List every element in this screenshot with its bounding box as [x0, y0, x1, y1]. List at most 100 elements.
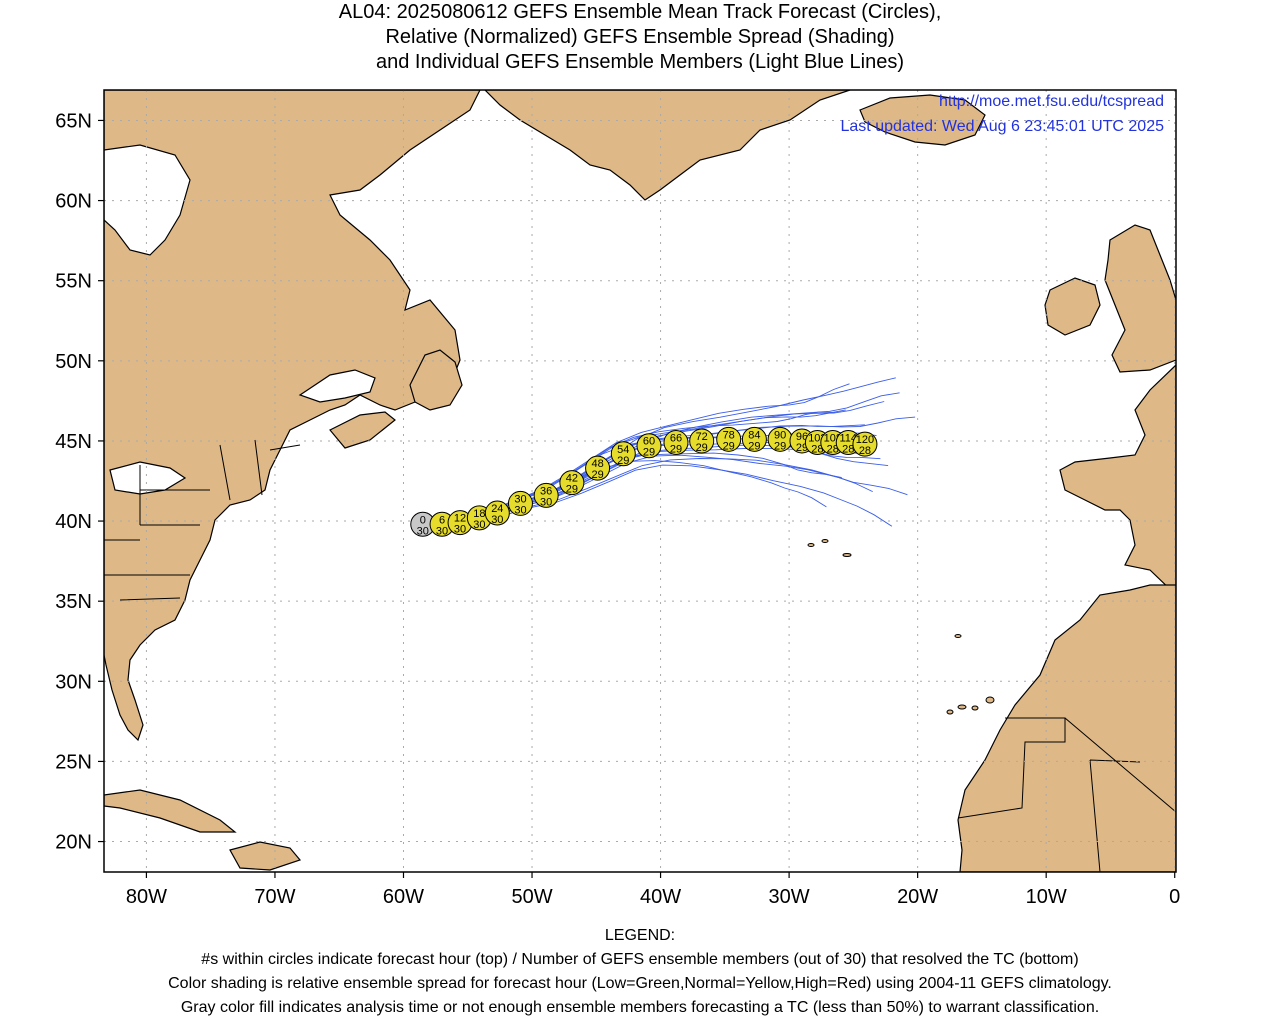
- africa-borders: [957, 717, 1176, 872]
- latitude-axis: 65N 60N 55N 50N 45N 40N 35N 30N 25N 20N: [55, 110, 104, 854]
- member-count-label: 29: [643, 447, 655, 459]
- member-count-label: 29: [696, 442, 708, 454]
- great-lakes: [109, 461, 187, 495]
- forecast-hour-label: 24: [491, 503, 503, 515]
- member-count-label: 29: [591, 469, 603, 481]
- forecast-hour-label: 36: [540, 485, 552, 497]
- track-circle: [852, 431, 878, 457]
- forecast-hour-label: 42: [566, 473, 578, 485]
- us-state-borders: [104, 439, 301, 601]
- lon-tick-label: 70W: [254, 886, 295, 908]
- member-count-label: 29: [617, 455, 629, 467]
- legend-block: LEGEND: #s within circles indicate forec…: [0, 924, 1280, 1020]
- member-count-label: 29: [748, 440, 760, 452]
- title-line-2: Relative (Normalized) GEFS Ensemble Spre…: [385, 26, 895, 48]
- member-count-label: 30: [436, 525, 448, 537]
- lon-tick-label: 0: [1169, 886, 1180, 908]
- member-count-label: 30: [491, 514, 503, 526]
- forecast-hour-label: 48: [591, 458, 603, 470]
- forecast-hour-label: 0: [420, 514, 426, 526]
- st-lawrence-gulf: [298, 369, 376, 403]
- newfoundland-land: [409, 349, 463, 411]
- lat-tick-label: 50N: [55, 351, 92, 373]
- cuba-land: [104, 789, 237, 833]
- forecast-hour-label: 66: [670, 433, 682, 445]
- legend-heading: LEGEND:: [604, 927, 676, 944]
- lat-tick-label: 60N: [55, 191, 92, 213]
- member-count-label: 28: [859, 445, 871, 457]
- member-count-label: 29: [670, 444, 682, 456]
- lat-tick-label: 35N: [55, 591, 92, 613]
- lat-tick-label: 65N: [55, 110, 92, 132]
- lon-tick-label: 80W: [126, 886, 167, 908]
- nova-scotia-land: [329, 411, 396, 449]
- track-circle: [559, 470, 585, 496]
- legend-line-1: #s within circles indicate forecast hour…: [201, 951, 1079, 968]
- forecast-hour-label: 114: [839, 433, 857, 445]
- forecast-hour-label: 120: [856, 434, 874, 446]
- member-count-label: 29: [774, 440, 786, 452]
- lon-tick-label: 30W: [769, 886, 810, 908]
- track-circle: [663, 430, 689, 456]
- forecast-hour-label: 90: [774, 429, 786, 441]
- hudson-bay: [104, 144, 191, 256]
- lat-tick-label: 25N: [55, 751, 92, 773]
- track-circle: [741, 426, 767, 452]
- forecast-hour-label: 72: [696, 431, 708, 443]
- land-layer: [104, 90, 1176, 872]
- track-circle: [507, 490, 533, 516]
- member-count-label: 30: [540, 496, 552, 508]
- lat-tick-label: 55N: [55, 271, 92, 293]
- title-line-1: AL04: 2025080612 GEFS Ensemble Mean Trac…: [338, 1, 942, 23]
- greenland-land: [484, 90, 851, 201]
- lat-tick-label: 45N: [55, 431, 92, 453]
- iberia-land: [1059, 364, 1176, 596]
- track-circle: [484, 500, 510, 526]
- legend-line-2: Color shading is relative ensemble sprea…: [168, 975, 1112, 992]
- longitude-axis: 80W 70W 60W 50W 40W 30W 20W 10W 0: [126, 872, 1180, 908]
- forecast-hour-label: 6: [439, 514, 445, 526]
- azores-islands: [807, 539, 962, 638]
- mean-track-circles: 0306301230183024303030363042294829542960…: [410, 426, 878, 537]
- member-count-label: 30: [417, 525, 429, 537]
- legend-line-3: Gray color fill indicates analysis time …: [180, 999, 1100, 1016]
- member-count-label: 30: [514, 504, 526, 516]
- title-block: AL04: 2025080612 GEFS Ensemble Mean Trac…: [0, 0, 1280, 75]
- member-count-label: 29: [796, 442, 808, 454]
- title-line-3: and Individual GEFS Ensemble Members (Li…: [375, 51, 905, 73]
- forecast-hour-label: 78: [723, 429, 735, 441]
- member-count-label: 28: [842, 444, 854, 456]
- canary-islands: [946, 696, 995, 715]
- member-count-label: 30: [473, 519, 485, 531]
- track-circle: [533, 482, 559, 508]
- forecast-hour-label: 60: [643, 436, 655, 448]
- great-britain-land: [1104, 224, 1176, 373]
- track-circle: [610, 441, 636, 467]
- last-updated-text: Last updated: Wed Aug 6 23:45:01 UTC 202…: [840, 118, 1165, 135]
- north-america-land: [104, 90, 481, 742]
- forecast-hour-label: 12: [454, 513, 466, 525]
- lon-tick-label: 60W: [383, 886, 424, 908]
- hispaniola-land: [229, 841, 302, 871]
- member-count-label: 28: [811, 444, 823, 456]
- source-url-link[interactable]: http://moe.met.fsu.edu/tcspread: [938, 93, 1164, 110]
- lat-tick-label: 20N: [55, 832, 92, 854]
- track-point: 030: [410, 511, 436, 537]
- member-count-label: 30: [454, 524, 466, 536]
- forecast-hour-label: 18: [473, 508, 485, 520]
- member-count-label: 29: [566, 484, 578, 496]
- lon-tick-label: 50W: [511, 886, 552, 908]
- lon-tick-label: 20W: [897, 886, 938, 908]
